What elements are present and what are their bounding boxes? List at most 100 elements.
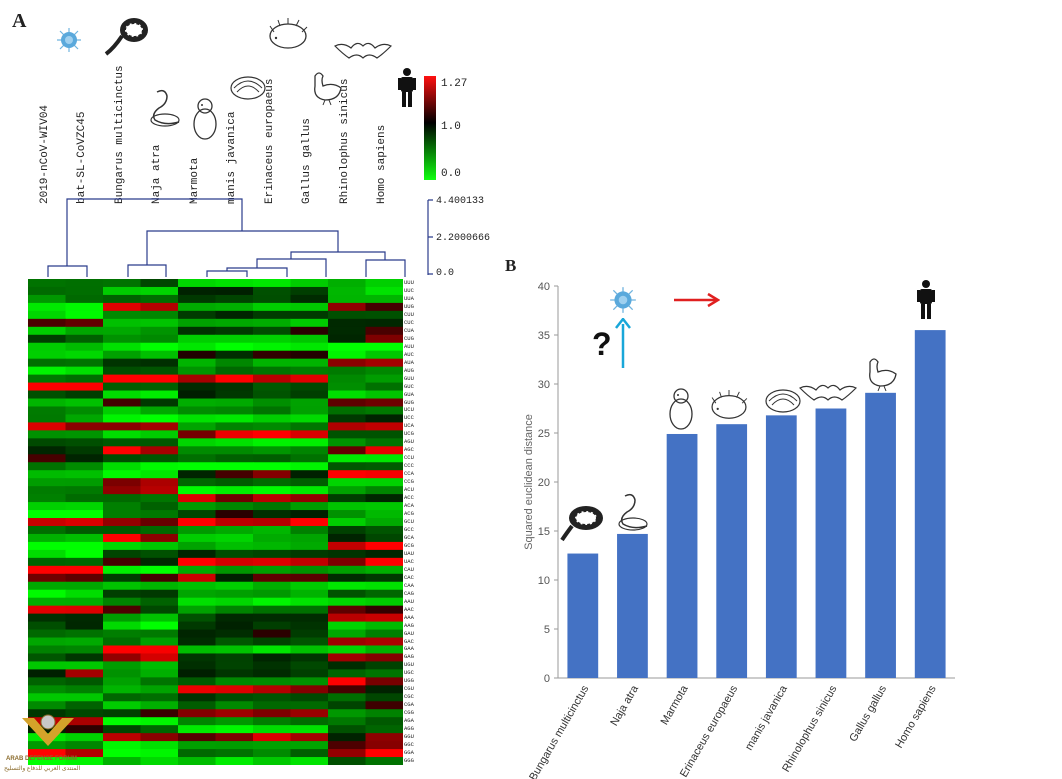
codon-label: UUU [404,279,414,286]
codon-label: ACG [404,510,414,518]
heatmap-cell [215,486,254,495]
heatmap-cell [215,438,254,447]
heatmap-cell [103,741,141,750]
heatmap-cell [253,374,291,384]
dendrogram-scale-tick-top: 4.400133 [436,196,485,207]
heatmap-cell [28,382,66,392]
codon-label: AGA [404,717,414,725]
heatmap-cell [365,446,403,455]
heatmap-cell [253,470,291,479]
heatmap-cell [365,462,403,471]
heatmap-cell [253,661,291,670]
heatmap-cell [65,741,104,750]
heatmap-cell [178,693,216,702]
codon-label: AUG [404,366,414,374]
heatmap-cell [290,621,329,631]
heatmap-cell [140,741,179,750]
heatmap-cell [103,406,141,415]
heatmap-cell [103,342,141,352]
heatmap-cell [103,358,141,368]
heatmap-cell [365,693,403,702]
heatmap-cell [140,390,179,400]
heatmap-cell [65,597,104,607]
heatmap-cell [290,494,329,503]
codon-label: AUC [404,350,414,358]
heatmap-cell [28,757,66,765]
heatmap-cell [28,685,66,694]
x-tick-label: Marmota [659,683,692,727]
heatmap-cell [65,701,104,710]
heatmap-cell [328,462,366,471]
heatmap-cell [103,510,141,519]
heatmap-cell [140,757,179,765]
heatmap-cell [28,741,66,750]
heatmap-cell [140,342,179,352]
heatmap-cell [103,470,141,479]
heatmap-cell [290,398,329,407]
heatmap-cell [328,653,366,662]
heatmap-cell [28,326,66,336]
heatmap-cell [178,757,216,765]
heatmap-cell [178,374,216,384]
panel-b-letter: B [505,256,517,275]
heatmap-cell [103,637,141,646]
heatmap-cell [103,422,141,431]
heatmap-cell [253,486,291,495]
heatmap-cell [290,478,329,487]
heatmap-cell [65,510,104,519]
heatmap-cell [65,406,104,415]
heatmap-cell [365,390,403,400]
heatmap-cell [28,358,66,368]
heatmap-cell [178,342,216,352]
heatmap-cell [365,350,403,360]
heatmap-cell [328,430,366,439]
heatmap-cell [140,518,179,527]
bar [914,330,946,678]
heatmap-cell [103,629,141,639]
heatmap-cell [365,613,403,623]
heatmap-cell [178,597,216,607]
heatmap-cell [65,685,104,694]
heatmap-cell [140,294,179,304]
heatmap-cell [328,717,366,726]
heatmap-cell [215,661,254,670]
heatmap-cell [65,757,104,765]
heatmap-cell [65,374,104,384]
heatmap-cell [178,669,216,678]
heatmap-cell [328,629,366,639]
heatmap-cell [103,462,141,471]
heatmap-cell [328,557,366,567]
heatmap-cell [215,446,254,455]
heatmap-cell [290,661,329,670]
heatmap-cell [328,342,366,352]
heatmap-cell [215,645,254,654]
heatmap-cell [65,438,104,447]
heatmap-cell [65,302,104,312]
heatmap-cell [215,565,254,575]
heatmap-cell [215,302,254,312]
heatmap-cell [140,478,179,487]
codon-label: CUU [404,310,414,318]
heatmap-cell [65,669,104,678]
heatmap-cell [215,390,254,400]
codon-label: UGG [404,677,414,685]
heatmap-cell [253,597,291,607]
heatmap-cell [178,685,216,694]
heatmap-cell [253,279,291,288]
heatmap-cell [28,438,66,447]
heatmap-cell [140,318,179,328]
bat-icon [333,42,393,59]
heatmap-cell [65,565,104,575]
heatmap-cell [253,310,291,320]
heatmap-cell [253,533,291,543]
heatmap-cell [290,725,329,734]
heatmap-cell [140,382,179,392]
codon-label: GAU [404,629,414,637]
heatmap-cell [28,661,66,670]
heatmap-cell [65,326,104,336]
heatmap-cell [103,518,141,527]
x-tick-label: Rhinolophus sinicus [780,683,840,774]
marmot-icon-b [669,388,693,430]
heatmap-cell [140,406,179,415]
heatmap-cell [253,621,291,631]
